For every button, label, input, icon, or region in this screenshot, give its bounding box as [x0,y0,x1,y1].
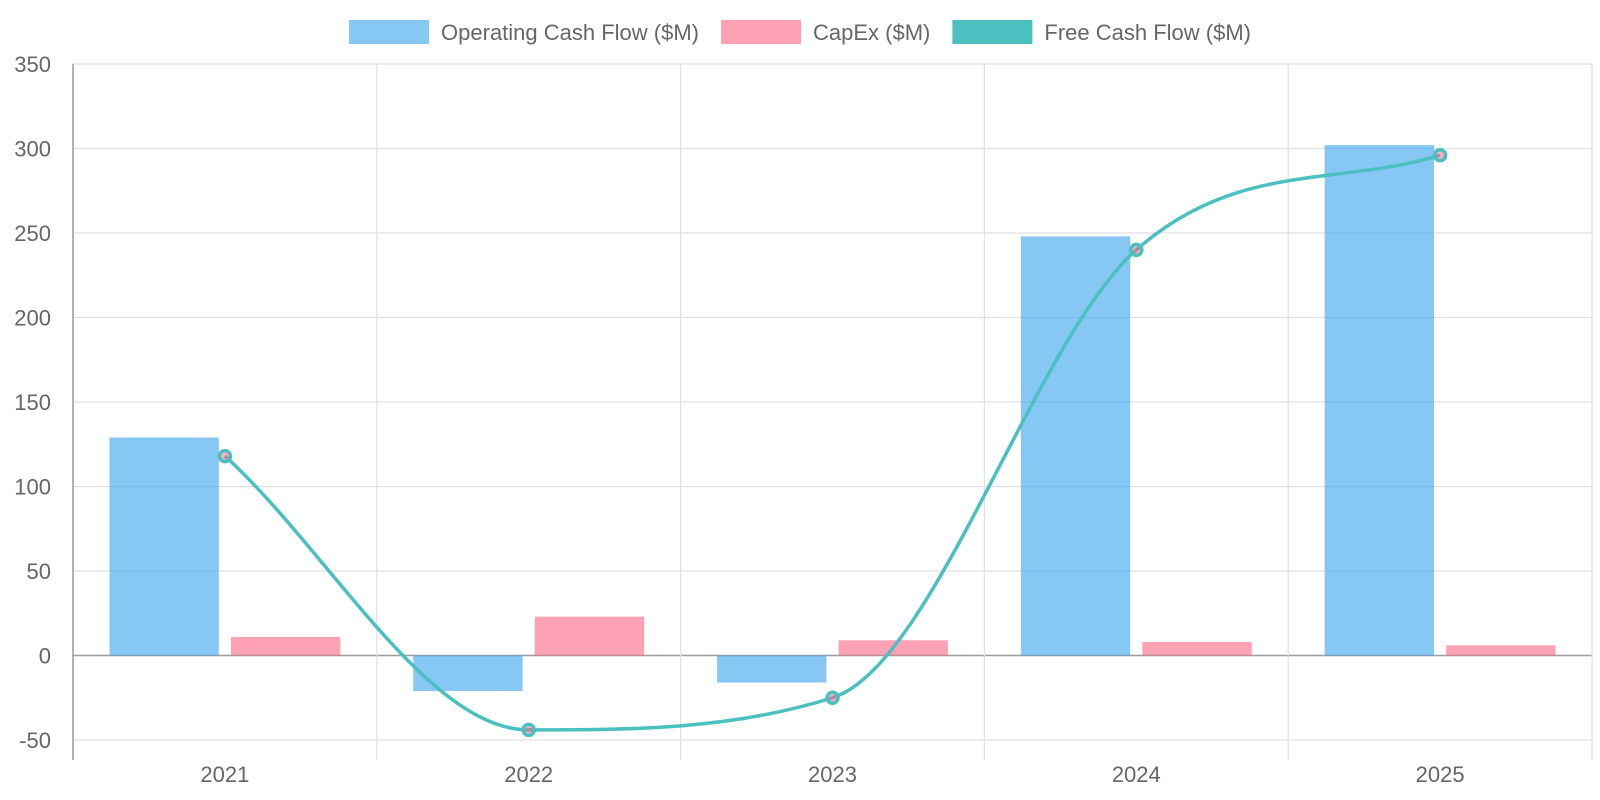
y-tick-label: 150 [14,390,51,415]
y-tick-label: -50 [19,728,51,753]
free-cash-flow-line [217,148,1448,738]
legend-swatch [721,20,802,44]
y-tick-label: 0 [39,644,51,669]
legend-swatch [349,20,430,44]
bar-capex-2025 [1446,645,1556,656]
grid [72,63,1593,760]
bar-operating-cash-flow-2025 [1324,145,1435,656]
free-cash-flow-path [223,153,1441,732]
y-tick-label: 250 [14,221,51,246]
bars [109,145,1556,691]
y-tick-label: 300 [14,137,51,162]
bar-operating-cash-flow-2021 [109,437,219,656]
legend-swatch [952,20,1033,44]
bar-capex-2022 [534,616,645,656]
x-tick-label: 2025 [1416,762,1465,787]
y-tick-label: 50 [27,559,51,584]
free-cash-flow-point-2021 [217,448,233,464]
y-axis: 350 300 250 200 150 100 50 0 -50 [14,52,51,753]
legend: Operating Cash Flow ($M) CapEx ($M) Free C… [349,20,1251,45]
legend-label: Free Cash Flow ($M) [1044,20,1251,45]
x-axis: 2021 2022 2023 2024 2025 [200,762,1464,787]
x-tick-label: 2023 [808,762,857,787]
bar-operating-cash-flow-2023 [717,655,827,683]
x-tick-label: 2024 [1112,762,1161,787]
bar-operating-cash-flow-2022 [413,655,523,691]
y-tick-label: 350 [14,52,51,77]
bar-capex-2021 [230,636,341,656]
bar-operating-cash-flow-2024 [1020,236,1131,656]
free-cash-flow-point-2023 [825,690,840,705]
legend-label: CapEx ($M) [813,20,930,45]
free-cash-flow-point-2024 [1129,242,1144,258]
bar-capex-2024 [1142,641,1252,656]
y-tick-label: 200 [14,306,51,331]
free-cash-flow-point-2022 [521,722,536,738]
y-tick-label: 100 [14,475,51,500]
legend-label: Operating Cash Flow ($M) [441,20,699,45]
free-cash-flow-point-2025 [1432,148,1448,163]
x-tick-label: 2021 [200,762,249,787]
x-tick-label: 2022 [504,762,553,787]
